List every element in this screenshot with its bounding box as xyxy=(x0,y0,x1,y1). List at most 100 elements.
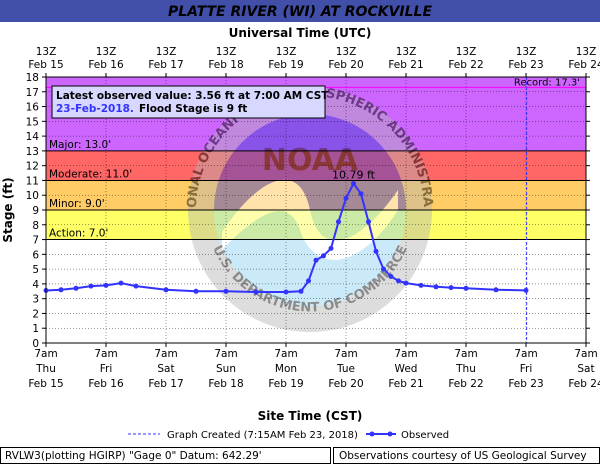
chart-title: PLATTE RIVER (WI) AT ROCKVILLE xyxy=(168,4,433,20)
y-tick-label: 18 xyxy=(26,72,39,84)
y-tick-label: 16 xyxy=(26,102,40,114)
top-tick-date: Feb 19 xyxy=(268,59,303,71)
y-tick-label: 7 xyxy=(32,235,39,247)
bottom-tick-weekday: Sat xyxy=(157,363,174,375)
observed-point xyxy=(396,278,401,284)
bottom-tick-weekday: Sun xyxy=(216,363,236,375)
legend-observed-marker xyxy=(369,431,375,437)
bottom-tick-time: 7am xyxy=(274,348,297,360)
bottom-tick-time: 7am xyxy=(454,348,477,360)
stage-labels: Major: 13.0' Moderate: 11.0' Minor: 9.0' Ac… xyxy=(49,139,132,240)
watermark-upper-half xyxy=(214,114,406,210)
observed-point xyxy=(328,245,334,251)
bottom-tick-time: 7am xyxy=(34,348,57,360)
observed-point xyxy=(366,219,371,225)
top-tick-label: 13Z xyxy=(576,46,597,58)
title-bar xyxy=(0,0,600,22)
legend-observed-marker xyxy=(387,431,393,437)
bottom-tick-weekday: Thu xyxy=(35,363,56,375)
y-tick-label: 11 xyxy=(26,175,39,187)
stage-label-minor: Minor: 9.0' xyxy=(49,198,105,210)
observed-point xyxy=(336,219,341,225)
latest-value-box xyxy=(51,85,326,119)
observed-point xyxy=(523,287,529,293)
top-tick-date: Feb 15 xyxy=(28,59,63,71)
bottom-tick-date: Feb 22 xyxy=(448,378,483,390)
bottom-tick-date: Feb 23 xyxy=(508,378,543,390)
observed-point xyxy=(306,278,311,284)
bottom-tick-weekday: Sat xyxy=(577,363,594,375)
legend: Graph Created (7:15AM Feb 23, 2018) Obse… xyxy=(128,430,449,441)
observed-point xyxy=(313,257,319,263)
top-tick-date: Feb 24 xyxy=(568,59,600,71)
stage-label-moderate: Moderate: 11.0' xyxy=(49,168,132,180)
bottom-tick-time: 7am xyxy=(394,348,417,360)
watermark-logo-text: NOAA xyxy=(262,143,359,178)
top-tick-label: 13Z xyxy=(276,46,297,58)
y-tick-label: 1 xyxy=(32,323,39,335)
y-tick-label: 5 xyxy=(32,264,39,276)
footer: RVLW3(plotting HGIRP) "Gage 0" Datum: 64… xyxy=(0,447,600,464)
peak-label: 10.79 ft xyxy=(332,169,376,182)
observed-point xyxy=(223,288,229,294)
top-tick-label: 13Z xyxy=(216,46,237,58)
observed-point xyxy=(373,248,379,254)
top-tick-label: 13Z xyxy=(156,46,177,58)
bottom-tick-time: 7am xyxy=(154,348,177,360)
stage-label-major: Major: 13.0' xyxy=(49,139,111,151)
bottom-tick-date: Feb 16 xyxy=(88,378,124,390)
observed-point xyxy=(103,282,109,288)
y-tick-label: 2 xyxy=(32,308,39,320)
y-axis-title: Stage (ft) xyxy=(1,177,15,242)
top-tick-label: 13Z xyxy=(396,46,417,58)
observed-point xyxy=(88,283,94,289)
y-tick-label: 8 xyxy=(32,220,39,232)
observed-point xyxy=(321,253,326,259)
footer-left-box xyxy=(0,447,331,464)
top-tick-date: Feb 23 xyxy=(508,59,543,71)
y-tick-label: 0 xyxy=(32,338,39,350)
latest-value-line2: 23-Feb-2018. Flood Stage is 9 ft xyxy=(56,103,247,115)
bottom-axis-title: Site Time (CST) xyxy=(258,409,363,423)
observed-point xyxy=(351,181,356,186)
observed-point xyxy=(448,285,454,291)
top-tick-date: Feb 21 xyxy=(388,59,423,71)
bottom-tick-weekday: Wed xyxy=(395,363,418,375)
observed-point xyxy=(73,285,79,291)
top-tick-date: Feb 16 xyxy=(88,59,124,71)
y-tick-label: 4 xyxy=(32,279,39,291)
top-tick-label: 13Z xyxy=(96,46,117,58)
footer-credit: Observations courtesy of US Geological S… xyxy=(339,450,587,462)
observed-point xyxy=(433,284,439,290)
y-tick-label: 13 xyxy=(26,146,39,158)
y-tick-label: 12 xyxy=(26,161,39,173)
latest-value-line1: Latest observed value: 3.56 ft at 7:00 A… xyxy=(56,90,329,102)
record-label: Record: 17.3' xyxy=(514,77,580,88)
top-tick-label: 13Z xyxy=(336,46,357,58)
observed-point xyxy=(253,289,259,295)
bottom-tick-date: Feb 18 xyxy=(208,378,243,390)
top-tick-date: Feb 17 xyxy=(148,59,183,71)
bottom-tick-time: 7am xyxy=(514,348,537,360)
top-axis-title: Universal Time (UTC) xyxy=(229,26,372,40)
bottom-tick-date: Feb 20 xyxy=(328,378,363,390)
observed-point xyxy=(381,266,386,272)
bottom-tick-time: 7am xyxy=(334,348,357,360)
top-tick-date: Feb 18 xyxy=(208,59,243,71)
top-tick-date: Feb 22 xyxy=(448,59,483,71)
observed-point xyxy=(133,283,139,289)
bottom-axis-ticks: 7am Thu Feb 15 7am Fri Feb 16 7am Sat Feb 17 7am S… xyxy=(28,343,600,390)
observed-point xyxy=(463,285,469,291)
observed-point xyxy=(118,280,124,286)
observed-point xyxy=(298,288,304,294)
observed-point xyxy=(163,287,169,293)
bottom-tick-date: Feb 21 xyxy=(388,378,423,390)
top-tick-label: 13Z xyxy=(516,46,537,58)
y-tick-label: 17 xyxy=(26,87,39,99)
bottom-tick-weekday: Tue xyxy=(336,363,355,375)
bottom-tick-date: Feb 17 xyxy=(148,378,183,390)
footer-datum: RVLW3(plotting HGIRP) "Gage 0" Datum: 64… xyxy=(5,450,262,462)
top-tick-date: Feb 20 xyxy=(328,59,363,71)
